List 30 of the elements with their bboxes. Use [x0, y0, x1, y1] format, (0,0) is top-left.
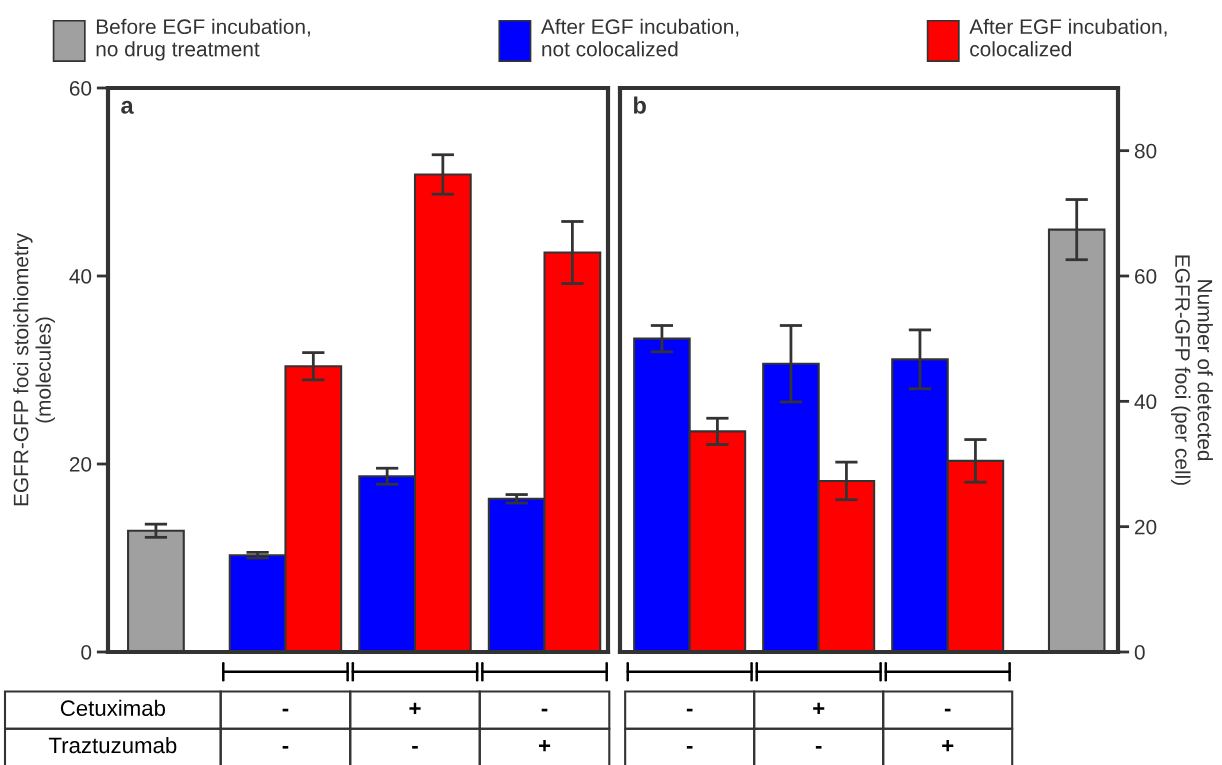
legend-label: After EGF incubation, colocalized	[969, 18, 1167, 57]
y-axis-title: Number of detected EGFR-GFP foci (per cell)	[1171, 255, 1213, 485]
text: -	[412, 745, 418, 749]
text: -	[686, 745, 693, 749]
text: +	[942, 740, 954, 752]
text: Traztuzumab	[48, 736, 177, 754]
text: -	[815, 745, 822, 749]
text: -	[686, 708, 693, 712]
y-tick-label: 20	[1135, 519, 1157, 535]
legend-label: After EGF incubation, not colocalized	[540, 18, 739, 57]
y-tick-label: 20	[69, 457, 92, 472]
text: +	[813, 702, 825, 715]
y-tick-label: 40	[69, 269, 92, 284]
y-tick-label: 60	[1135, 269, 1157, 284]
text: +	[538, 740, 551, 752]
text: +	[409, 702, 421, 715]
text: -	[541, 708, 548, 712]
chart-title: a	[121, 100, 134, 114]
legend-label: Before EGF incubation, no drug treatment	[96, 18, 310, 61]
y-tick-label: 40	[1134, 394, 1157, 410]
chart-title: b	[634, 96, 646, 114]
text: -	[282, 708, 289, 712]
y-tick-label: 60	[69, 81, 92, 96]
text: -	[944, 708, 951, 712]
y-axis-title: EGFR-GFP foci stoichiometry (molecules)	[13, 233, 55, 506]
y-tick-label: 80	[1134, 143, 1157, 159]
text: -	[282, 745, 289, 749]
y-tick-label: 0	[81, 645, 92, 660]
y-tick-label: 0	[1134, 645, 1145, 660]
text: Cetuximab	[60, 699, 166, 717]
